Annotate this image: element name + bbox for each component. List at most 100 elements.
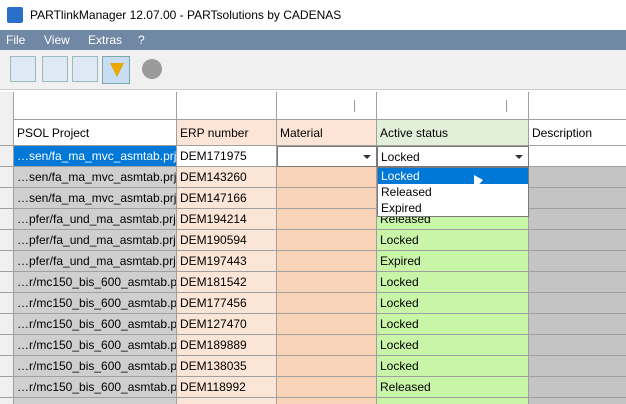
filter-button[interactable] <box>102 56 130 84</box>
grid-cell[interactable]: DEM127470 <box>177 314 277 335</box>
grid-cell[interactable] <box>529 251 626 272</box>
grid-cell[interactable]: …sen/fa_ma_mvc_asmtab.prj <box>14 146 177 167</box>
grid-cell[interactable] <box>277 272 377 293</box>
row-header[interactable] <box>0 230 14 251</box>
grid-cell[interactable] <box>277 293 377 314</box>
tool-button[interactable] <box>72 56 98 82</box>
dropdown-option[interactable]: Locked <box>378 168 528 184</box>
status-cell[interactable] <box>377 398 529 404</box>
column-header[interactable]: PSOL Project <box>14 120 177 146</box>
dropdown-arrow[interactable] <box>515 155 523 159</box>
row-header[interactable] <box>0 377 14 398</box>
settings-button[interactable] <box>142 59 162 79</box>
dropdown-option[interactable]: Expired <box>381 201 422 215</box>
status-cell[interactable]: Released <box>377 377 529 398</box>
grid-cell[interactable]: …sen/fa_ma_mvc_asmtab.prj <box>14 167 177 188</box>
filter-cell[interactable] <box>14 92 177 120</box>
grid-cell[interactable] <box>529 398 626 404</box>
grid-cell[interactable] <box>277 335 377 356</box>
status-cell[interactable]: Locked <box>377 335 529 356</box>
menu-item[interactable]: View <box>44 33 70 47</box>
grid-cell[interactable]: DEM147166 <box>177 188 277 209</box>
grid-cell[interactable] <box>529 335 626 356</box>
row-header[interactable] <box>0 314 14 335</box>
status-cell[interactable]: Locked <box>377 146 529 167</box>
dropdown-arrow[interactable] <box>363 155 371 159</box>
grid-cell[interactable]: …r/mc150_bis_600_asmtab.prj <box>14 272 177 293</box>
grid-cell[interactable] <box>529 293 626 314</box>
filter-cell[interactable] <box>277 92 377 120</box>
status-cell[interactable]: Expired <box>377 251 529 272</box>
grid-cell[interactable]: DEM194214 <box>177 209 277 230</box>
grid-cell[interactable] <box>277 314 377 335</box>
column-header[interactable]: ERP number <box>177 120 277 146</box>
grid-cell[interactable] <box>277 398 377 404</box>
grid-cell[interactable] <box>277 356 377 377</box>
grid-cell[interactable]: …r/mc150_bis_600_asmtab.prj <box>14 314 177 335</box>
grid-cell[interactable]: …sen/fa_ma_mvc_asmtab.prj <box>14 188 177 209</box>
grid-cell[interactable] <box>277 209 377 230</box>
grid-cell[interactable]: DEM189889 <box>177 335 277 356</box>
status-cell[interactable]: Locked <box>377 314 529 335</box>
grid-cell[interactable]: DEM181542 <box>177 272 277 293</box>
status-cell[interactable]: Locked <box>377 356 529 377</box>
grid-cell[interactable] <box>529 167 626 188</box>
row-header[interactable] <box>0 167 14 188</box>
menu-item[interactable]: Extras <box>88 33 123 47</box>
tool-button[interactable] <box>10 56 36 82</box>
row-header[interactable] <box>0 251 14 272</box>
grid-cell[interactable]: …r/mc150_bis_600_asmtab.prj <box>14 293 177 314</box>
row-header[interactable] <box>0 335 14 356</box>
column-header[interactable]: Material <box>277 120 377 146</box>
grid-cell[interactable] <box>277 377 377 398</box>
grid-cell[interactable] <box>529 356 626 377</box>
grid-cell[interactable] <box>277 230 377 251</box>
grid-cell[interactable] <box>529 377 626 398</box>
filter-cell[interactable] <box>377 92 529 120</box>
grid-cell[interactable] <box>529 314 626 335</box>
grid-cell[interactable] <box>277 251 377 272</box>
grid-cell[interactable]: …pfer/fa_und_ma_asmtab.prj <box>14 251 177 272</box>
grid-cell[interactable]: DEM143260 <box>177 167 277 188</box>
grid-cell[interactable]: …r/mc150_bis_600_asmtab.prj <box>14 356 177 377</box>
column-header[interactable]: Active status <box>377 120 529 146</box>
grid-cell[interactable] <box>277 188 377 209</box>
row-header[interactable] <box>0 293 14 314</box>
status-cell[interactable]: Locked <box>377 293 529 314</box>
row-header[interactable] <box>0 272 14 293</box>
filter-cell[interactable] <box>529 92 626 120</box>
grid-cell[interactable] <box>529 146 626 167</box>
row-header[interactable] <box>0 146 14 167</box>
grid-cell[interactable]: DEM190594 <box>177 230 277 251</box>
grid-cell[interactable]: DEM177456 <box>177 293 277 314</box>
grid-cell[interactable]: …pfer/fa_und_ma_asmtab.prj <box>14 230 177 251</box>
grid-cell[interactable]: DEM171975 <box>177 146 277 167</box>
filter-cell[interactable] <box>177 92 277 120</box>
grid-cell[interactable] <box>529 209 626 230</box>
grid-cell[interactable]: DEM197443 <box>177 251 277 272</box>
grid-cell[interactable] <box>277 167 377 188</box>
row-header[interactable] <box>0 356 14 377</box>
grid-cell[interactable] <box>529 272 626 293</box>
grid-cell[interactable] <box>14 398 177 404</box>
grid-cell[interactable] <box>177 398 277 404</box>
grid-cell[interactable]: …pfer/fa_und_ma_asmtab.prj <box>14 209 177 230</box>
grid-cell[interactable] <box>277 146 377 167</box>
tool-button[interactable] <box>42 56 68 82</box>
grid-cell[interactable] <box>529 230 626 251</box>
status-cell[interactable]: Locked <box>377 230 529 251</box>
filter-button[interactable] <box>354 100 372 112</box>
grid-cell[interactable]: …r/mc150_bis_600_asmtab.prj <box>14 335 177 356</box>
grid-cell[interactable]: DEM138035 <box>177 356 277 377</box>
column-header[interactable]: Description <box>529 120 626 146</box>
grid-cell[interactable] <box>529 188 626 209</box>
menu-item[interactable]: File <box>6 33 26 47</box>
menu-item[interactable]: ? <box>138 33 145 47</box>
row-header[interactable] <box>0 188 14 209</box>
dropdown-option[interactable]: Released <box>381 185 432 199</box>
grid-cell[interactable]: …r/mc150_bis_600_asmtab.prj <box>14 377 177 398</box>
row-header[interactable] <box>0 398 14 404</box>
row-header[interactable] <box>0 209 14 230</box>
filter-button[interactable] <box>506 100 524 112</box>
status-cell[interactable]: Locked <box>377 272 529 293</box>
